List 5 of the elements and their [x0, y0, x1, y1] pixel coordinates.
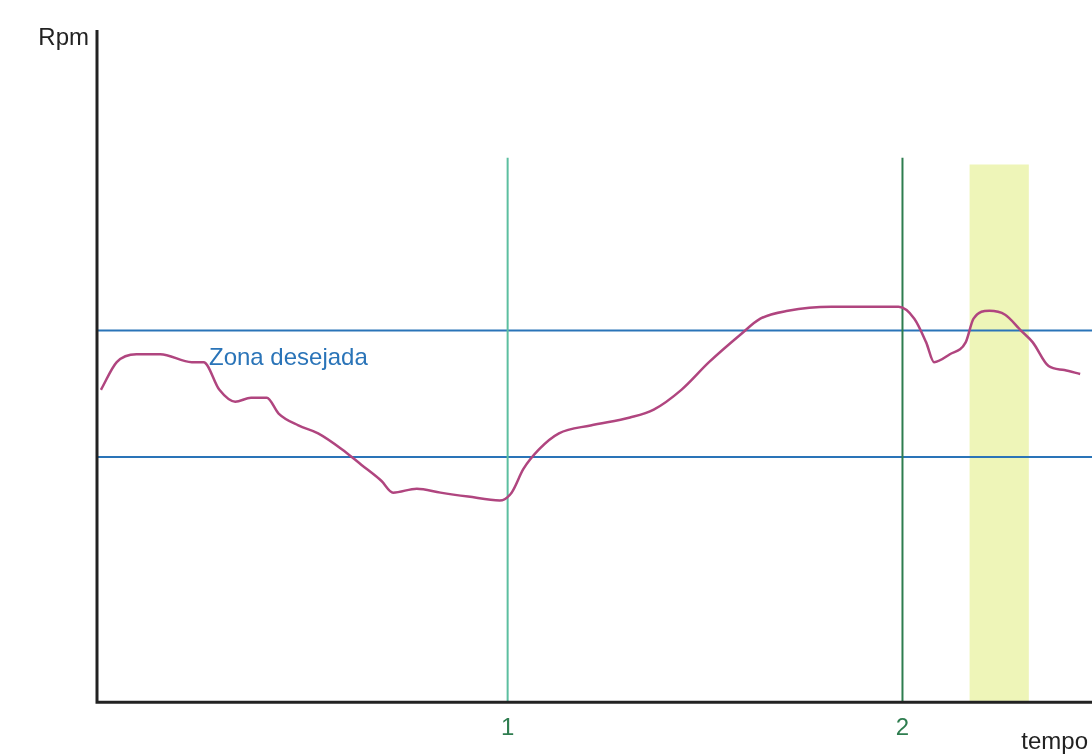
text: Rpm — [38, 22, 89, 50]
x-axis-title: tempo — [1021, 726, 1088, 754]
x-tick-label: 1 — [500, 713, 515, 741]
annotation: Zona desejada — [209, 342, 369, 370]
x-tick-label: 2 — [895, 713, 910, 741]
